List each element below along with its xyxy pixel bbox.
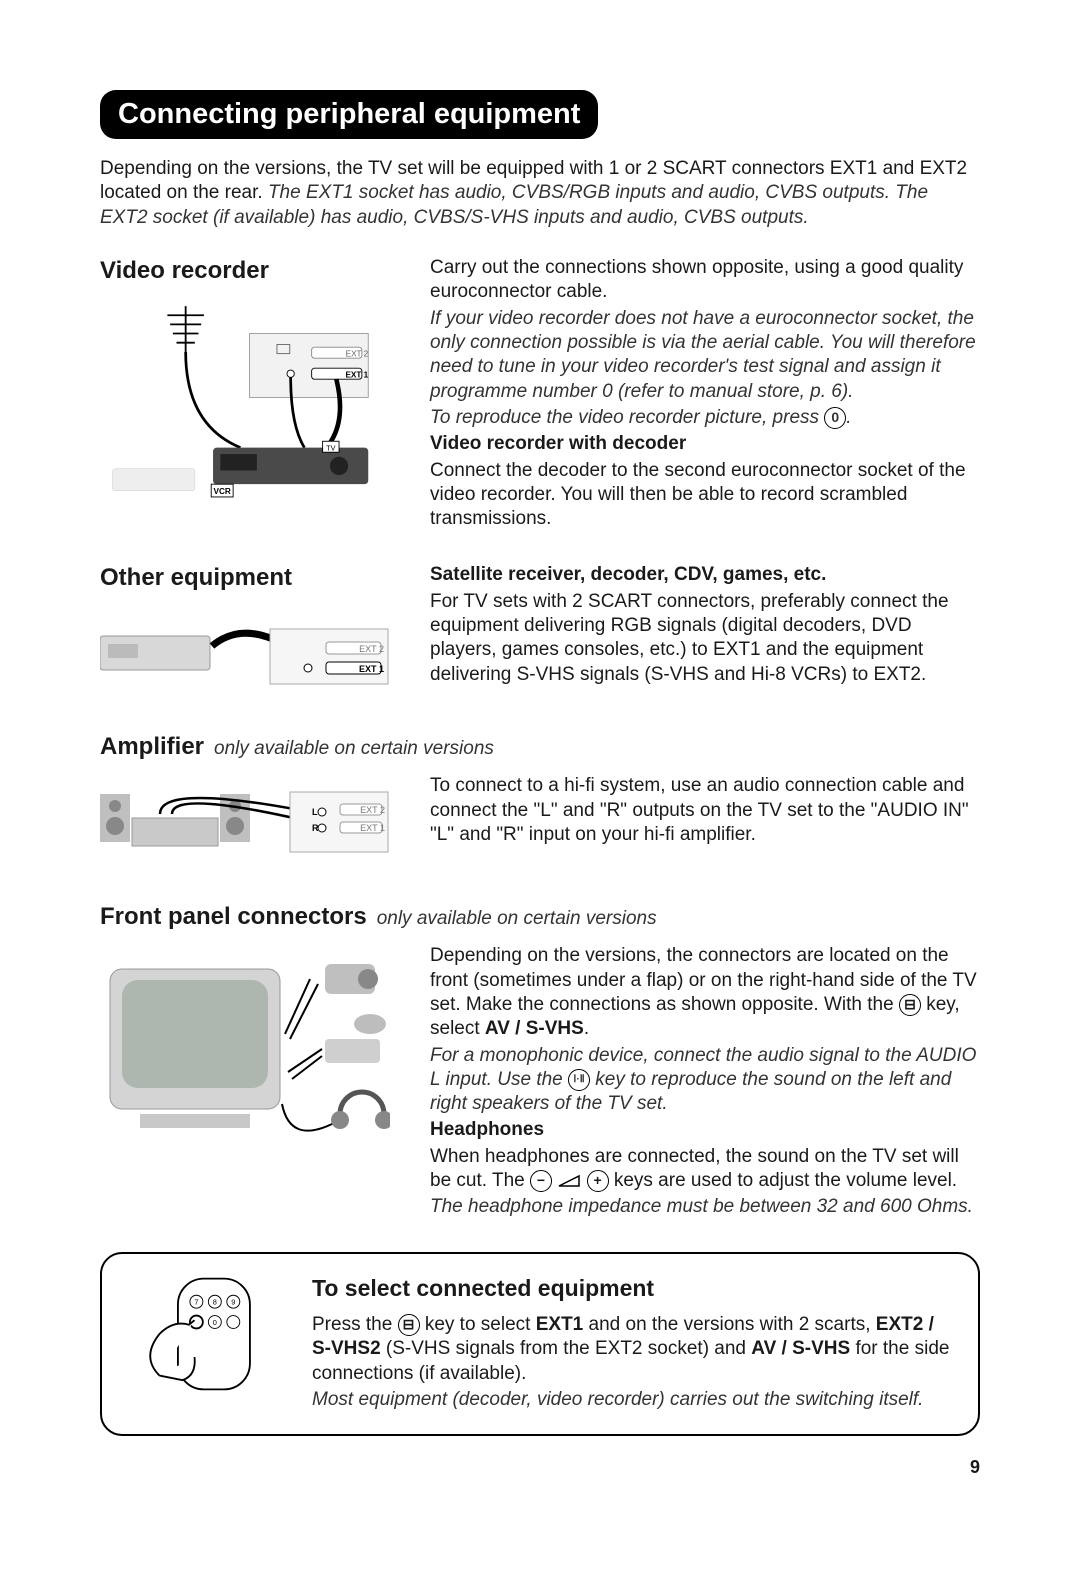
svg-text:EXT 1: EXT 1	[345, 370, 368, 379]
section-front-panel: Front panel connectors only available on…	[100, 902, 980, 1222]
vcr-p1: Carry out the connections shown opposite…	[430, 256, 980, 305]
stereo-key-icon: Ⅰ·Ⅱ	[568, 1069, 590, 1091]
video-recorder-diagram: EXT 2 EXT 1 VCR TV	[100, 297, 390, 514]
front-avail: only available on certain versions	[377, 907, 657, 931]
page-header-title: Connecting peripheral equipment	[118, 98, 580, 130]
svg-text:TV: TV	[326, 443, 335, 452]
select-pa: Press the	[312, 1314, 398, 1335]
headphones-pb: keys are used to adjust the volume level…	[609, 1170, 958, 1191]
front-p1c: .	[584, 1018, 589, 1039]
svg-text:VCR: VCR	[214, 487, 231, 496]
amp-diagram-svg: EXT 2 EXT 1 L R	[100, 774, 390, 864]
other-title: Other equipment	[100, 563, 400, 594]
minus-key-icon: −	[530, 1170, 552, 1192]
select-p: Press the ⊟ key to select EXT1 and on th…	[312, 1313, 954, 1386]
amp-title: Amplifier	[100, 732, 204, 763]
source-key-icon-2: ⊟	[398, 1314, 420, 1336]
other-p1: For TV sets with 2 SCART connectors, pre…	[430, 590, 980, 687]
svg-text:EXT 1: EXT 1	[359, 664, 384, 674]
vcr-diagram-svg: EXT 2 EXT 1 VCR TV	[100, 297, 390, 507]
select-equipment-box: 7 8 9 0 To select connected equipment Pr…	[100, 1252, 980, 1437]
select-pc: and on the versions with 2 scarts,	[583, 1314, 876, 1335]
amp-diagram: EXT 2 EXT 1 L R	[100, 774, 390, 871]
video-recorder-title: Video recorder	[100, 256, 400, 287]
vcr-note2: To reproduce the video recorder picture,…	[430, 406, 980, 430]
select-pb: key to select	[420, 1314, 536, 1335]
other-diagram: EXT 2 EXT 1	[100, 604, 390, 701]
headphones-subtitle: Headphones	[430, 1118, 980, 1142]
front-note: For a monophonic device, connect the aud…	[430, 1044, 980, 1117]
source-key-icon: ⊟	[899, 994, 921, 1016]
intro-paragraph: Depending on the versions, the TV set wi…	[100, 157, 980, 230]
select-pd: (S-VHS signals from the EXT2 socket) and	[381, 1338, 752, 1359]
front-diagram-svg	[100, 944, 390, 1164]
select-b1: EXT1	[536, 1314, 584, 1335]
section-amplifier: Amplifier only available on certain vers…	[100, 732, 980, 872]
svg-text:EXT 1: EXT 1	[360, 823, 385, 833]
other-diagram-svg: EXT 2 EXT 1	[100, 604, 390, 694]
select-b3: AV / S-VHS	[751, 1338, 850, 1359]
section-video-recorder: Video recorder EXT 2 EXT 1	[100, 256, 980, 533]
front-p1-bold: AV / S-VHS	[485, 1018, 584, 1039]
select-title: To select connected equipment	[312, 1274, 954, 1303]
amp-p1: To connect to a hi-fi system, use an aud…	[430, 774, 980, 847]
select-note: Most equipment (decoder, video recorder)…	[312, 1388, 954, 1412]
svg-text:0: 0	[213, 1317, 217, 1326]
vcr-note2-post: .	[846, 407, 851, 428]
headphones-note: The headphone impedance must be between …	[430, 1195, 980, 1219]
front-p1a: Depending on the versions, the connector…	[430, 945, 977, 1015]
remote-diagram: 7 8 9 0	[126, 1274, 286, 1415]
front-title: Front panel connectors	[100, 902, 367, 933]
svg-text:EXT 2: EXT 2	[346, 349, 369, 358]
svg-text:8: 8	[213, 1297, 217, 1306]
volume-ramp-icon	[557, 1174, 581, 1188]
amp-avail: only available on certain versions	[214, 737, 494, 761]
svg-text:EXT 2: EXT 2	[359, 644, 384, 654]
section-other-equipment: Other equipment EXT 2 EXT 1 Satellite re…	[100, 563, 980, 701]
headphones-p: When headphones are connected, the sound…	[430, 1145, 980, 1194]
vcr-note: If your video recorder does not have a e…	[430, 307, 980, 404]
remote-svg: 7 8 9 0	[126, 1274, 276, 1394]
front-diagram	[100, 944, 390, 1171]
page-header-bar: Connecting peripheral equipment	[100, 90, 598, 139]
svg-text:9: 9	[231, 1297, 235, 1306]
other-subtitle: Satellite receiver, decoder, CDV, games,…	[430, 563, 980, 587]
vcr-decoder-subtitle: Video recorder with decoder	[430, 432, 980, 456]
front-p1: Depending on the versions, the connector…	[430, 944, 980, 1041]
svg-text:R: R	[312, 823, 319, 833]
vcr-p2: Connect the decoder to the second euroco…	[430, 459, 980, 532]
plus-key-icon: +	[587, 1170, 609, 1192]
svg-text:7: 7	[194, 1297, 198, 1306]
page-number: 9	[100, 1456, 980, 1479]
svg-text:EXT 2: EXT 2	[360, 805, 385, 815]
vcr-note2-pre: To reproduce the video recorder picture,…	[430, 407, 824, 428]
svg-text:L: L	[312, 807, 318, 817]
zero-key-icon: 0	[824, 407, 846, 429]
